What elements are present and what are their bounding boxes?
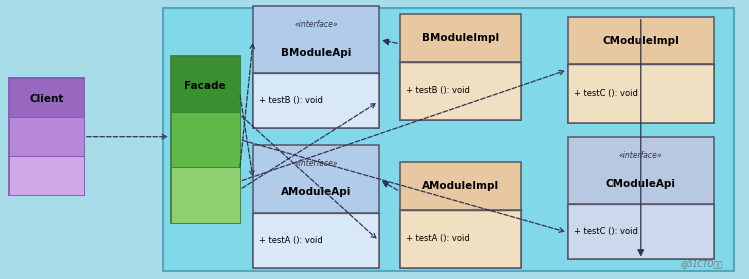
- Bar: [253, 6, 379, 128]
- Bar: [568, 17, 714, 123]
- Bar: [253, 213, 379, 268]
- Bar: [163, 8, 734, 271]
- Text: AModuleImpl: AModuleImpl: [422, 181, 499, 191]
- Text: AModuleApi: AModuleApi: [281, 187, 351, 197]
- Text: «interface»: «interface»: [294, 20, 338, 29]
- Text: + testB (): void: + testB (): void: [406, 86, 470, 95]
- Text: + testC (): void: + testC (): void: [574, 227, 637, 236]
- Text: BModuleImpl: BModuleImpl: [422, 33, 499, 43]
- Text: «interface»: «interface»: [294, 160, 338, 169]
- Bar: [9, 117, 84, 156]
- Text: + testA (): void: + testA (): void: [259, 236, 323, 245]
- Bar: [9, 156, 84, 195]
- Bar: [400, 14, 521, 120]
- Bar: [400, 210, 521, 268]
- Bar: [568, 137, 714, 259]
- Bar: [9, 78, 84, 195]
- Text: BModuleApi: BModuleApi: [281, 48, 351, 58]
- Bar: [9, 78, 84, 117]
- Bar: [568, 204, 714, 259]
- Bar: [171, 56, 240, 112]
- Bar: [400, 62, 521, 120]
- Text: + testC (): void: + testC (): void: [574, 89, 637, 98]
- Text: + testA (): void: + testA (): void: [406, 234, 470, 243]
- Text: CModuleApi: CModuleApi: [606, 179, 676, 189]
- Text: Facade: Facade: [184, 81, 226, 91]
- Bar: [400, 162, 521, 268]
- Text: + testB (): void: + testB (): void: [259, 96, 323, 105]
- Text: Client: Client: [29, 94, 64, 104]
- Bar: [171, 56, 240, 223]
- Text: @51CTO博客: @51CTO博客: [680, 259, 723, 268]
- Text: «interface»: «interface»: [619, 151, 663, 160]
- Text: CModuleImpl: CModuleImpl: [602, 36, 679, 45]
- Bar: [171, 112, 240, 167]
- Bar: [253, 145, 379, 268]
- Bar: [568, 64, 714, 123]
- Bar: [171, 167, 240, 223]
- Bar: [253, 73, 379, 128]
